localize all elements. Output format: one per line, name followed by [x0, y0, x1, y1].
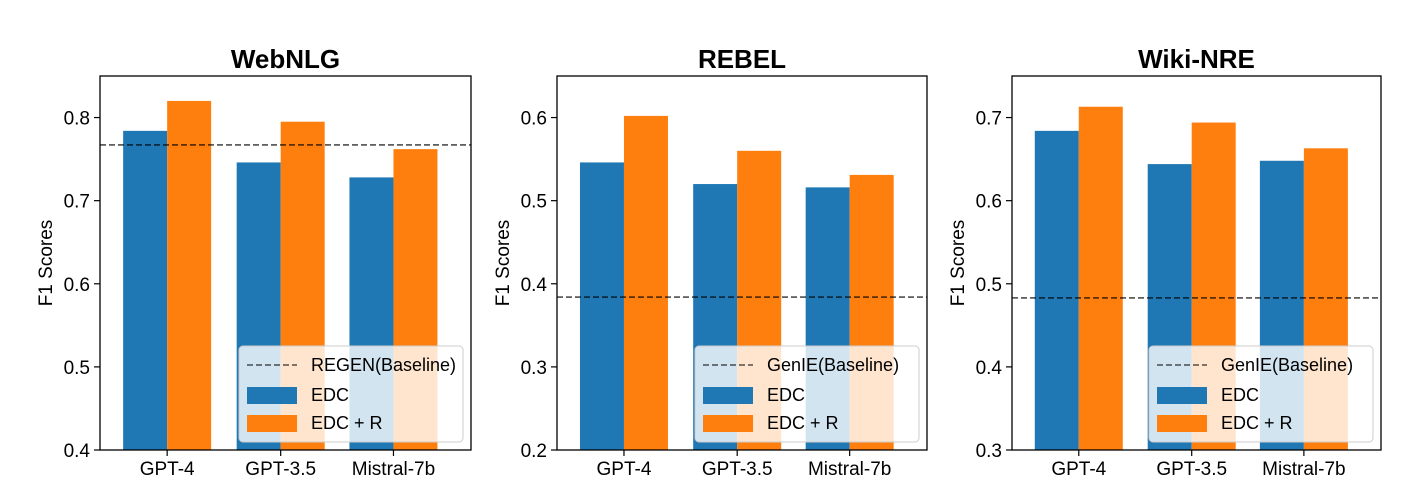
x-tick-label: Mistral-7b: [1262, 459, 1345, 480]
y-axis-label: F1 Scores: [493, 220, 514, 307]
legend: REGEN(Baseline) EDC EDC + R: [238, 345, 464, 443]
y-tick-label: 0.7: [64, 192, 90, 213]
y-tick-label: 0.8: [64, 109, 90, 130]
bar-edc-r-gpt-4: [1078, 106, 1123, 451]
y-axis-label-webnlg: F1 Scores: [36, 220, 57, 307]
legend-label-edc-r: EDC + R: [311, 413, 383, 433]
y-tick-label: 0.6: [64, 275, 90, 296]
chart-title: Wiki-NRE: [1138, 44, 1255, 74]
legend-edc-r-swatch: [1157, 415, 1207, 432]
x-tick-label: Mistral-7b: [352, 459, 435, 480]
y-axis-label: F1 Scores: [948, 220, 969, 307]
legend-label-baseline: GenIE(Baseline): [1221, 355, 1353, 375]
legend-edc-r-swatch: [247, 415, 297, 432]
y-tick-label: 0.5: [64, 358, 90, 379]
chart-panel-3: Wiki-NRE GPT-4 GPT-3.5 Mistral-7b 0.3 0.4 0.5 0…: [948, 44, 1382, 480]
bar-edc-r-gpt-4: [623, 115, 668, 450]
axes-frame: [99, 75, 472, 451]
x-tick-label: GPT-4: [1051, 459, 1106, 480]
y-tick-label: 0.4: [976, 358, 1003, 379]
y-tick-label: 0.5: [521, 192, 547, 213]
y-tick-label: 0.6: [976, 192, 1002, 213]
axes-frame: [1011, 75, 1382, 451]
legend-label-baseline: REGEN(Baseline): [311, 355, 456, 375]
x-tick-label: GPT-4: [140, 459, 195, 480]
legend: GenIE(Baseline) EDC EDC + R: [694, 345, 920, 443]
legend-edc-swatch: [247, 387, 297, 404]
legend-label-baseline: GenIE(Baseline): [767, 355, 899, 375]
y-tick-label: 0.6: [521, 109, 547, 130]
y-tick-label: 0.3: [521, 358, 547, 379]
y-tick-label: 0.4: [64, 441, 91, 462]
y-tick-label: 0.2: [521, 441, 547, 462]
chart-title: WebNLG: [231, 44, 340, 74]
legend-edc-swatch: [703, 387, 753, 404]
legend-edc-r-swatch: [703, 415, 753, 432]
x-tick-label: GPT-3.5: [1156, 459, 1227, 480]
bar-edc-r-gpt-4: [167, 100, 212, 450]
legend: GenIE(Baseline) EDC EDC + R: [1148, 345, 1374, 443]
y-tick-label: 0.7: [976, 109, 1002, 130]
legend-label-edc: EDC: [311, 385, 349, 405]
x-tick-label: Mistral-7b: [808, 459, 891, 480]
x-tick-label: GPT-3.5: [702, 459, 773, 480]
y-tick-label: 0.4: [521, 275, 548, 296]
legend-label-edc-r: EDC + R: [1221, 413, 1293, 433]
legend-edc-swatch: [1157, 387, 1207, 404]
y-tick-label: 0.3: [976, 441, 1002, 462]
legend-label-edc: EDC: [1221, 385, 1259, 405]
axes-frame: [556, 75, 928, 451]
legend-label-edc: EDC: [767, 385, 805, 405]
x-tick-label: GPT-4: [597, 459, 652, 480]
legend-label-edc-r: EDC + R: [767, 413, 839, 433]
chart-panel-1: WebNLG GPT-4 GPT-3.5 Mistral-7b 0.4 0.5 0.6 0.7…: [64, 44, 472, 480]
bar-edc-gpt-4: [579, 162, 624, 451]
chart-panel-2: REBEL GPT-4 GPT-3.5 Mistral-7b 0.2 0.3 0.4 0.5 0…: [493, 44, 928, 480]
bar-edc-gpt-4: [123, 130, 168, 450]
y-tick-label: 0.5: [976, 275, 1002, 296]
bar-edc-gpt-4: [1034, 130, 1079, 450]
chart-title: REBEL: [698, 44, 786, 74]
x-tick-label: GPT-3.5: [245, 459, 316, 480]
